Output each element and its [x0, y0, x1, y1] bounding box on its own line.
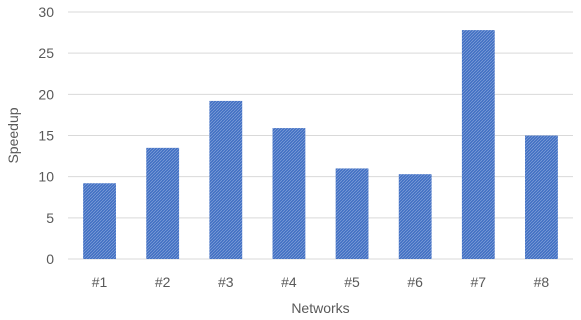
bars — [83, 30, 558, 260]
x-tick-label: #6 — [407, 274, 423, 290]
y-tick-label: 0 — [46, 251, 54, 267]
y-tick-labels: 0 5 10 15 20 25 30 — [38, 4, 54, 267]
x-tick-label: #8 — [534, 274, 550, 290]
bar-7 — [461, 30, 495, 260]
bar-3 — [209, 100, 243, 259]
bar-1 — [83, 183, 116, 259]
y-tick-label: 20 — [38, 86, 54, 102]
y-tick-label: 5 — [46, 210, 54, 226]
y-tick-label: 25 — [38, 45, 54, 61]
x-tick-labels: #1 #2 #3 #4 #5 #6 #7 #8 — [92, 274, 550, 290]
y-tick-label: 10 — [38, 169, 54, 185]
y-axis-label: Speedup — [5, 107, 21, 163]
bar-4 — [272, 128, 306, 259]
bar-5 — [335, 168, 369, 259]
bar-8 — [525, 135, 558, 259]
y-tick-label: 30 — [38, 4, 54, 20]
x-tick-label: #3 — [218, 274, 234, 290]
x-tick-label: #2 — [155, 274, 171, 290]
y-tick-label: 15 — [38, 128, 54, 144]
x-tick-label: #1 — [92, 274, 108, 290]
x-tick-label: #4 — [281, 274, 297, 290]
bar-2 — [146, 147, 180, 259]
x-axis-label: Networks — [291, 300, 349, 316]
x-tick-label: #5 — [344, 274, 360, 290]
bar-6 — [398, 174, 432, 259]
gridlines — [68, 11, 573, 260]
x-tick-label: #7 — [471, 274, 487, 290]
